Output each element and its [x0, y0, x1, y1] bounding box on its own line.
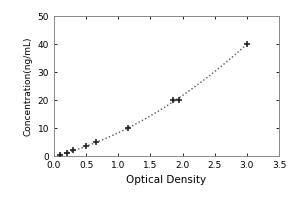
Y-axis label: Concentration(ng/mL): Concentration(ng/mL): [23, 36, 32, 136]
X-axis label: Optical Density: Optical Density: [126, 175, 207, 185]
